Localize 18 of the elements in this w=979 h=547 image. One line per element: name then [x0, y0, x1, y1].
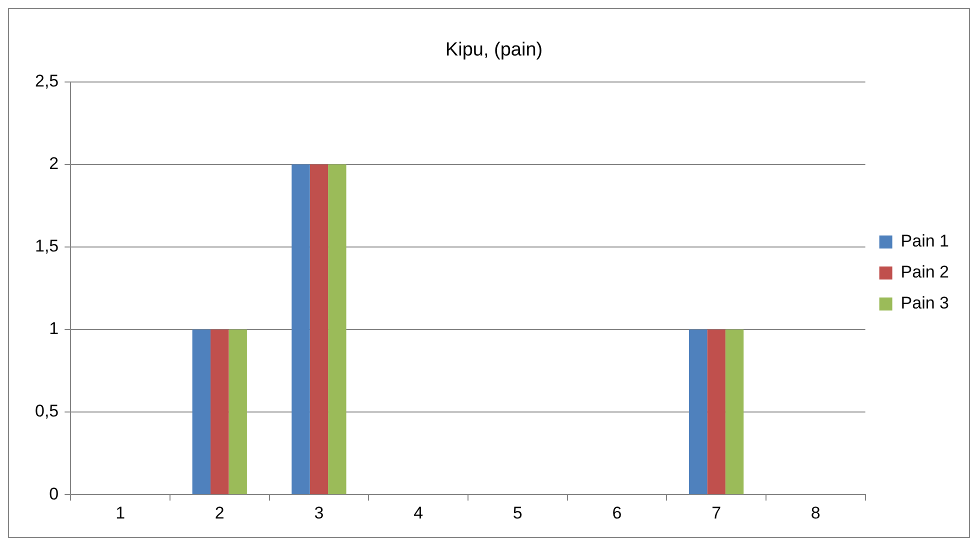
y-tick-label: 1	[49, 319, 59, 338]
y-tick-label: 2,5	[34, 71, 59, 90]
x-tick-label: 4	[414, 503, 424, 522]
y-tick-label: 0	[49, 484, 59, 504]
x-tick-label: 7	[712, 503, 722, 522]
legend-label: Pain 3	[900, 294, 949, 313]
y-tick-label: 1,5	[34, 236, 59, 256]
x-tick-label: 2	[214, 503, 224, 522]
legend-label: Pain 2	[900, 262, 949, 282]
x-tick-label: 5	[512, 503, 522, 522]
y-tick-label: 2	[49, 154, 59, 174]
x-tick-label: 3	[314, 503, 324, 522]
legend-label: Pain 1	[900, 232, 949, 251]
x-tick-label: 8	[810, 503, 820, 522]
y-tick-label: 0,5	[34, 402, 59, 421]
chart-title: Kipu, (pain)	[445, 40, 543, 61]
x-tick-label: 6	[612, 503, 622, 522]
x-tick-label: 1	[116, 503, 126, 522]
